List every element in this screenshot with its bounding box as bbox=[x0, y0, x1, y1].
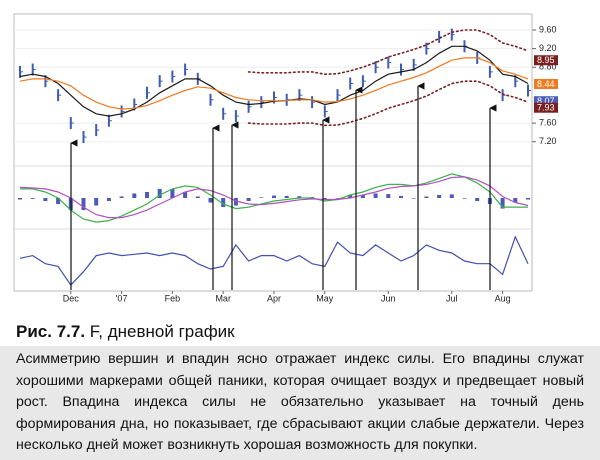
indicator-line bbox=[19, 235, 529, 287]
price-label: 8.95 bbox=[537, 55, 555, 65]
histogram-bar bbox=[221, 198, 226, 208]
histogram-bar bbox=[297, 196, 302, 198]
y-tick-label: 7.20 bbox=[539, 136, 557, 146]
histogram-bar bbox=[526, 198, 530, 200]
histogram-bar bbox=[373, 193, 378, 198]
envelope-line bbox=[247, 80, 529, 127]
histogram-bar bbox=[348, 194, 353, 198]
x-tick-label: Apr bbox=[267, 293, 281, 303]
histogram-bar bbox=[399, 195, 403, 198]
x-tick-label: Feb bbox=[165, 293, 181, 303]
x-tick-label: Mar bbox=[215, 293, 231, 303]
price-label-box bbox=[534, 78, 558, 89]
histogram-bar bbox=[475, 198, 480, 202]
price-label-box bbox=[534, 102, 558, 113]
y-tick-label: 7.60 bbox=[539, 117, 557, 127]
y-tick-label: 9.60 bbox=[539, 24, 557, 34]
histogram-bar bbox=[170, 188, 175, 198]
histogram-bar bbox=[145, 191, 149, 198]
indicator-line bbox=[20, 173, 528, 223]
histogram-bar bbox=[500, 198, 505, 209]
histogram-bar bbox=[195, 196, 200, 198]
x-tick-label: Aug bbox=[495, 293, 511, 303]
y-tick-label: 8.80 bbox=[539, 62, 557, 72]
envelope-line bbox=[247, 29, 529, 76]
histogram-bar bbox=[411, 198, 416, 199]
paragraph: Асимметрию вершин и впадин ясно отражает… bbox=[0, 346, 600, 460]
histogram-bar bbox=[56, 198, 61, 205]
histogram-bar bbox=[462, 198, 467, 199]
x-tick-label: Jun bbox=[381, 293, 396, 303]
x-tick-label: May bbox=[316, 293, 334, 303]
price-label-box bbox=[534, 96, 558, 107]
histogram-bar bbox=[335, 198, 340, 199]
figure-caption: Рис. 7.7. F, дневной график bbox=[16, 322, 235, 342]
caption-title: F, дневной график bbox=[89, 322, 235, 341]
histogram-bar bbox=[106, 198, 111, 202]
x-tick-label: '07 bbox=[116, 293, 128, 303]
histogram-bar bbox=[360, 194, 365, 198]
histogram-bar bbox=[386, 194, 391, 198]
histogram-bar bbox=[81, 198, 86, 211]
histogram-bar bbox=[513, 198, 518, 203]
x-tick-label: Dec bbox=[63, 293, 80, 303]
histogram-bar bbox=[246, 198, 251, 202]
histogram-bar bbox=[272, 195, 276, 198]
histogram-bar bbox=[94, 198, 99, 206]
caption-label: Рис. 7.7. bbox=[16, 322, 86, 341]
histogram-bar bbox=[233, 198, 238, 206]
indicator-line bbox=[19, 176, 529, 219]
histogram-bar bbox=[119, 196, 124, 198]
arrows bbox=[70, 82, 497, 290]
chart: 9.60 9.20 8.80 7.60 7.20 8.95 8.44 8.077.93 Dec '… bbox=[13, 13, 558, 303]
price-label: 7.93 bbox=[537, 103, 555, 113]
histogram-bar bbox=[449, 194, 454, 198]
histogram-bar bbox=[157, 188, 162, 198]
histogram-bar bbox=[183, 191, 188, 198]
histogram-bar bbox=[43, 198, 48, 202]
x-tick-label: Jul bbox=[446, 293, 458, 303]
histogram-bar bbox=[322, 198, 327, 200]
histogram-bar bbox=[208, 198, 213, 203]
histogram-bar bbox=[437, 194, 442, 198]
y-tick-label: 9.20 bbox=[539, 43, 557, 53]
histogram-bar bbox=[132, 193, 137, 198]
indicator-line bbox=[19, 57, 529, 110]
histogram-bar bbox=[30, 198, 35, 199]
price-label: 8.07 bbox=[537, 96, 555, 106]
chart-frame bbox=[13, 13, 533, 292]
histogram-bar bbox=[284, 195, 289, 198]
histogram-bar bbox=[424, 196, 429, 198]
price-label-box bbox=[534, 55, 558, 66]
histogram-bar bbox=[259, 197, 264, 198]
price-label: 8.44 bbox=[537, 79, 555, 89]
histogram-bar bbox=[18, 198, 22, 200]
